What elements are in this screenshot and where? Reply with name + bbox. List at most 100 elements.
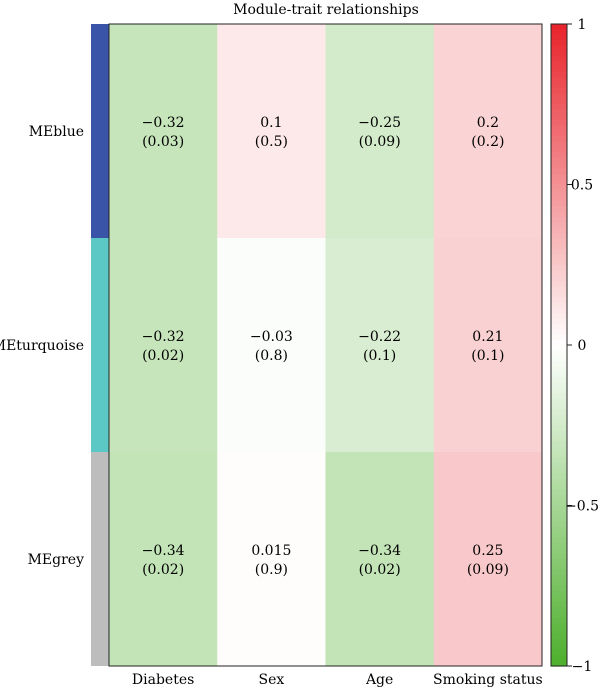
colorbar-segment bbox=[551, 131, 567, 137]
colorbar-segment bbox=[551, 575, 567, 581]
cell-value-label: 0.2 bbox=[477, 115, 499, 131]
colorbar-segment bbox=[551, 521, 567, 528]
cell-pvalue-label: (0.02) bbox=[142, 348, 184, 364]
colorbar-segment bbox=[551, 414, 567, 421]
heatmap-cell bbox=[325, 24, 435, 239]
colorbar-segment bbox=[551, 510, 567, 517]
cell-pvalue-label: (0.09) bbox=[359, 134, 401, 150]
colorbar-segment bbox=[551, 403, 567, 410]
column-label: Diabetes bbox=[132, 672, 194, 688]
heatmap-cell bbox=[433, 452, 543, 667]
colorbar-segment bbox=[551, 157, 567, 164]
row-labels: MEblue MEturquoise MEgrey bbox=[0, 124, 84, 568]
colorbar-segment bbox=[551, 286, 567, 293]
colorbar-segment bbox=[551, 607, 567, 614]
heatmap-cell bbox=[325, 238, 435, 453]
colorbar-segment bbox=[551, 45, 567, 52]
heatmap-border bbox=[108, 23, 543, 667]
colorbar-segment bbox=[551, 382, 567, 389]
colorbar-segment bbox=[551, 168, 567, 175]
column-label: Age bbox=[365, 672, 393, 688]
cell-pvalue-label: (0.03) bbox=[142, 134, 184, 150]
cell-pvalue-label: (0.09) bbox=[467, 562, 509, 578]
colorbar-segment bbox=[551, 163, 567, 170]
heatmap-cell bbox=[109, 24, 218, 239]
colorbar-tick-label: −1 bbox=[572, 659, 593, 675]
column-label: Smoking status bbox=[433, 672, 543, 688]
colorbar-segment bbox=[551, 371, 567, 378]
colorbar-segment bbox=[551, 660, 567, 667]
colorbar-segment bbox=[551, 184, 567, 191]
colorbar-segment bbox=[551, 441, 567, 448]
heatmap-cell bbox=[109, 452, 218, 667]
colorbar-segment bbox=[551, 125, 567, 132]
colorbar-segment bbox=[551, 147, 567, 153]
colorbar-segment bbox=[551, 446, 567, 453]
colorbar-segment bbox=[551, 505, 567, 512]
colorbar-segment bbox=[551, 639, 567, 646]
colorbar-segment bbox=[551, 120, 567, 127]
cell-pvalue-label: (0.5) bbox=[255, 134, 288, 150]
colorbar-segment bbox=[551, 195, 567, 202]
colorbar-segment bbox=[551, 72, 567, 79]
cell-value-label: −0.34 bbox=[142, 543, 185, 559]
colorbar-segment bbox=[551, 200, 567, 207]
colorbar-tick-label: −0.5 bbox=[565, 499, 599, 515]
colorbar-segment bbox=[551, 644, 567, 651]
colorbar-segment bbox=[551, 307, 567, 314]
colorbar-segment bbox=[551, 34, 567, 41]
colorbar-tick-label: 0 bbox=[578, 338, 587, 354]
colorbar-segment bbox=[551, 398, 567, 405]
colorbar-segment bbox=[551, 136, 567, 143]
colorbar-segment bbox=[551, 435, 567, 442]
colorbar-segment bbox=[551, 270, 567, 277]
colorbar-segment bbox=[551, 98, 567, 105]
colorbar-segment bbox=[551, 462, 567, 469]
module-color-bar bbox=[91, 24, 109, 238]
module-color-bar bbox=[91, 238, 109, 452]
colorbar-segment bbox=[551, 516, 567, 523]
column-labels: Diabetes Sex Age Smoking status bbox=[132, 672, 543, 688]
colorbar-segment bbox=[551, 537, 567, 544]
heatmap-cell bbox=[217, 238, 326, 453]
colorbar-segment bbox=[551, 484, 567, 491]
colorbar-segment bbox=[551, 596, 567, 603]
heatmap-cell bbox=[109, 238, 218, 453]
colorbar-segment bbox=[551, 82, 567, 89]
colorbar-segment bbox=[551, 468, 567, 474]
cell-value-label: −0.25 bbox=[358, 115, 401, 131]
colorbar-segment bbox=[551, 189, 567, 196]
colorbar-segment bbox=[551, 366, 567, 373]
colorbar-segment bbox=[551, 564, 567, 571]
column-label: Sex bbox=[258, 672, 284, 688]
colorbar-segment bbox=[551, 377, 567, 384]
colorbar-segment bbox=[551, 66, 567, 73]
colorbar-segment bbox=[551, 457, 567, 464]
colorbar-segment bbox=[551, 452, 567, 458]
colorbar-segment bbox=[551, 419, 567, 426]
colorbar-segment bbox=[551, 238, 567, 244]
cell-value-label: −0.22 bbox=[358, 329, 401, 345]
colorbar-segment bbox=[551, 425, 567, 432]
heatmap-cells: −0.32 (0.03) 0.1 (0.5) −0.25 (0.09) 0.2 (0.2) −0… bbox=[109, 24, 543, 667]
colorbar-segment bbox=[551, 569, 567, 576]
colorbar-segment bbox=[551, 24, 567, 30]
colorbar-segment bbox=[551, 355, 567, 362]
colorbar-segment bbox=[551, 205, 567, 212]
colorbar-segment bbox=[551, 216, 567, 223]
colorbar-segment bbox=[551, 500, 567, 507]
row-label: MEgrey bbox=[28, 552, 84, 568]
colorbar-tick-label: 1 bbox=[578, 17, 587, 33]
colorbar-segment bbox=[551, 345, 567, 351]
cell-pvalue-label: (0.8) bbox=[255, 348, 288, 364]
colorbar-segment bbox=[551, 141, 567, 148]
colorbar-segment bbox=[551, 350, 567, 357]
colorbar-segment bbox=[551, 104, 567, 111]
colorbar-segment bbox=[551, 387, 567, 394]
heatmap-cell bbox=[217, 24, 326, 239]
colorbar-segment bbox=[551, 227, 567, 234]
colorbar: 1 0.5 0 −0.5 −1 bbox=[550, 17, 599, 675]
colorbar-segment bbox=[551, 173, 567, 180]
cell-pvalue-label: (0.1) bbox=[363, 348, 396, 364]
